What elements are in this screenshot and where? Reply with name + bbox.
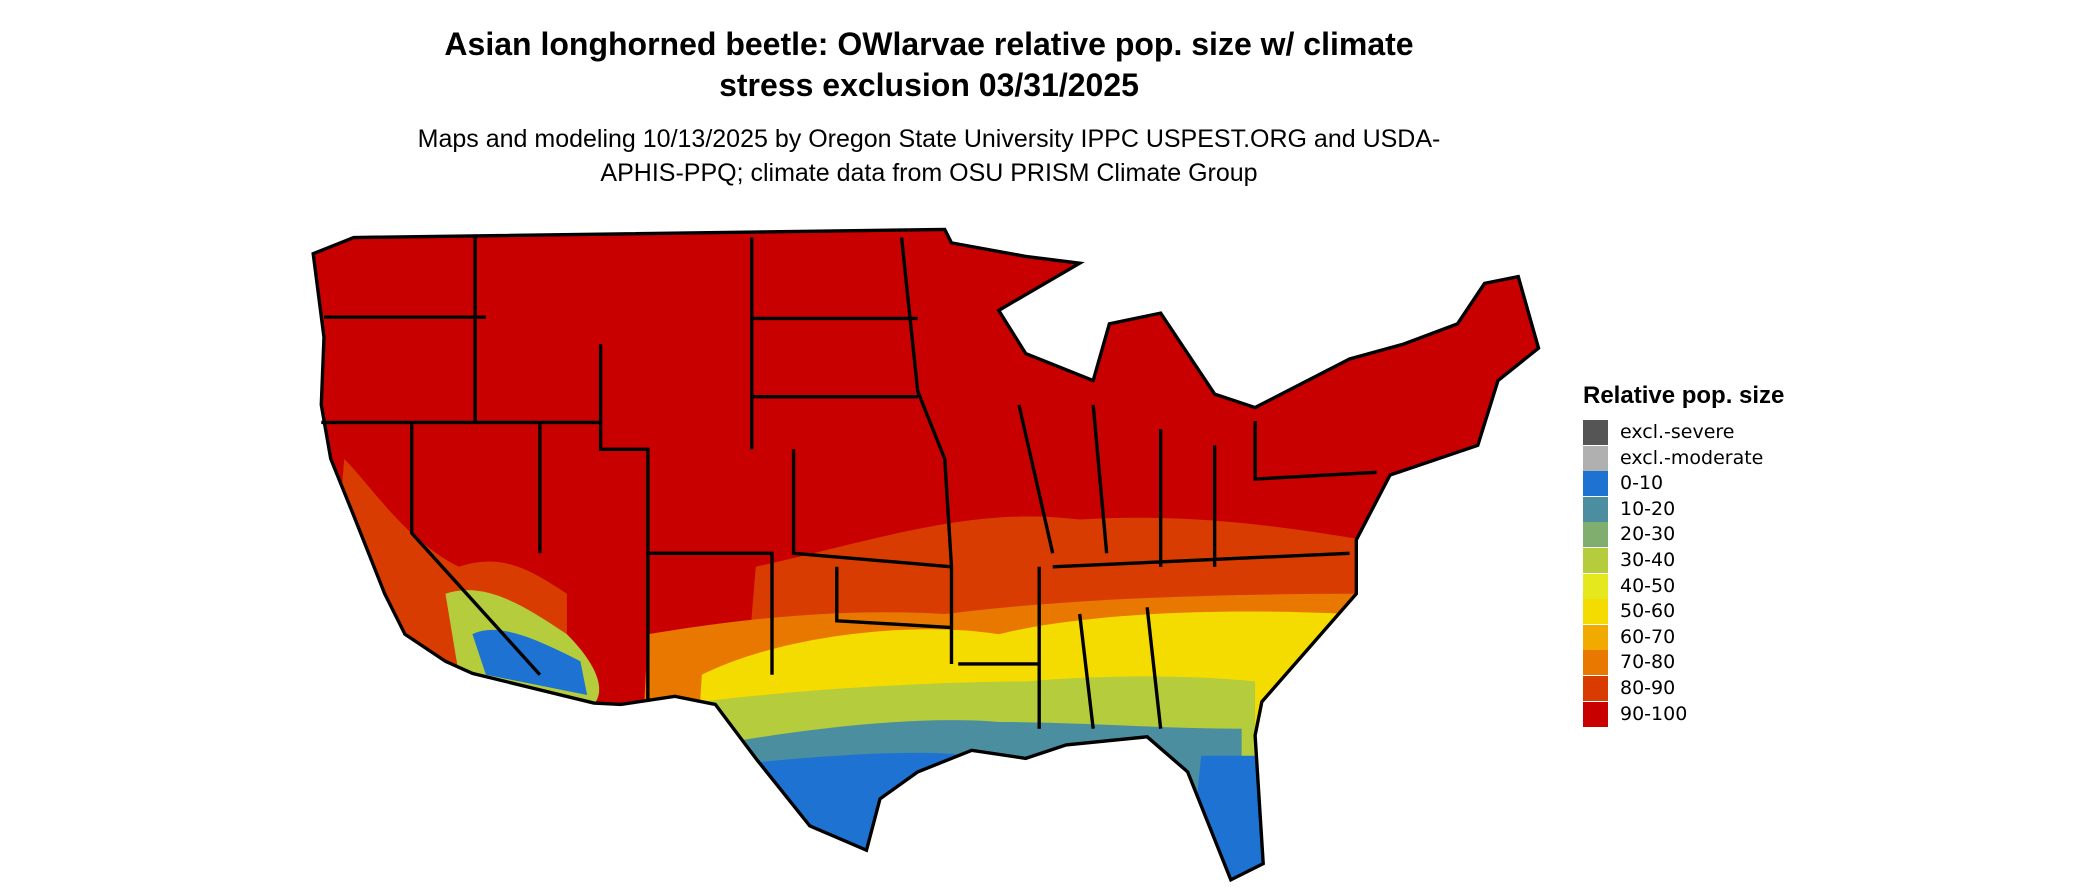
legend-label: 50-60 xyxy=(1620,600,1676,623)
state-borders xyxy=(311,227,1541,883)
legend-label: 10-20 xyxy=(1620,497,1676,520)
legend-swatch xyxy=(1583,420,1608,445)
map-title: Asian longhorned beetle: OWlarvae relati… xyxy=(444,26,1414,103)
legend-label: 70-80 xyxy=(1620,651,1676,674)
legend-label: 90-100 xyxy=(1620,702,1688,725)
legend-swatch xyxy=(1583,573,1608,599)
legend-label: 30-40 xyxy=(1620,549,1676,571)
map-fill xyxy=(313,229,1539,880)
legend-title: Relative pop. size xyxy=(1583,382,1785,409)
legend-label: excl.-moderate xyxy=(1620,446,1764,469)
map-subtitle: Maps and modeling 10/13/2025 by Oregon S… xyxy=(417,125,1441,187)
legend-label: 60-70 xyxy=(1620,625,1676,648)
legend-label: 80-90 xyxy=(1620,677,1676,699)
legend-swatch xyxy=(1583,548,1608,573)
legend-label: 0-10 xyxy=(1620,472,1664,495)
legend-swatch xyxy=(1583,676,1608,701)
legend-label: 20-30 xyxy=(1620,523,1676,546)
legend-label: 40-50 xyxy=(1620,574,1676,597)
legend-swatch xyxy=(1583,650,1608,676)
legend-swatch xyxy=(1583,522,1608,548)
legend-swatch xyxy=(1583,599,1608,625)
legend-swatch xyxy=(1583,445,1608,471)
legend-swatch xyxy=(1583,624,1608,650)
legend-swatch xyxy=(1583,701,1608,727)
legend-label: excl.-severe xyxy=(1620,421,1735,443)
legend-swatch xyxy=(1583,471,1608,497)
legend-swatch xyxy=(1583,496,1608,522)
